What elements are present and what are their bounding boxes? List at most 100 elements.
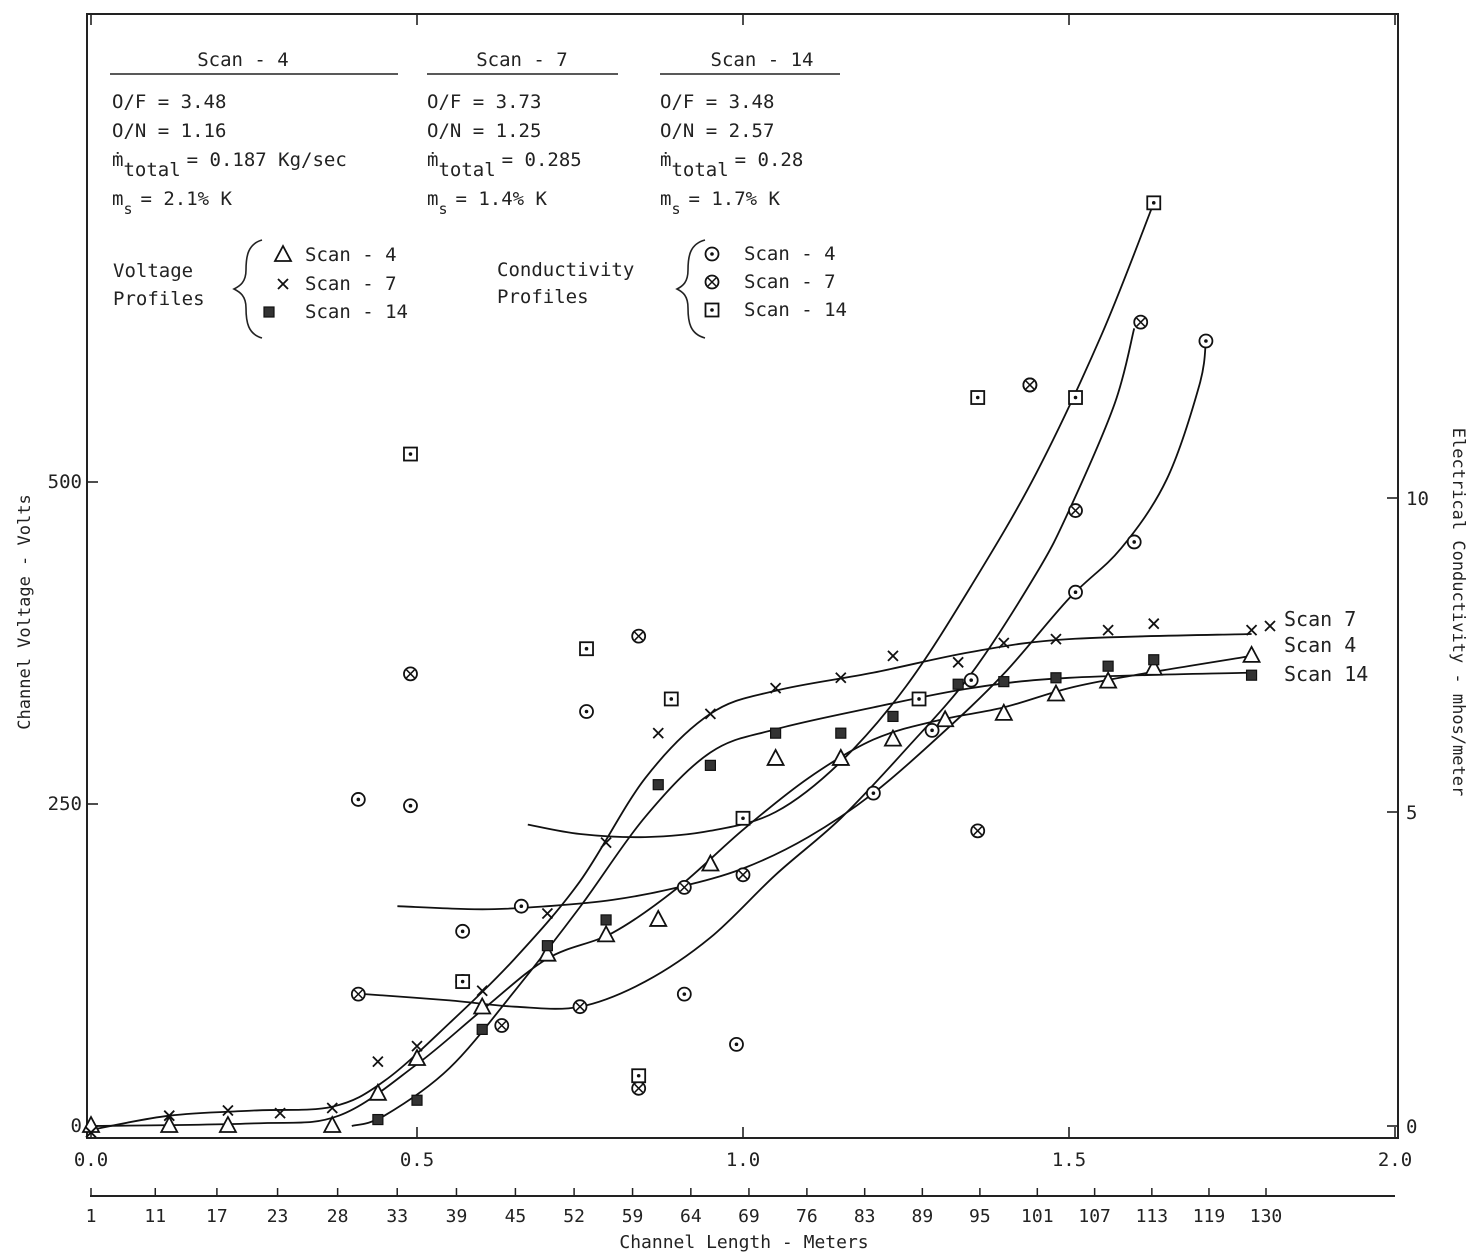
marker-dot bbox=[969, 678, 973, 682]
scan-info-title: Scan - 7 bbox=[476, 49, 568, 71]
data-point-voltage-triangle bbox=[885, 731, 901, 746]
marker-shape bbox=[477, 1024, 487, 1034]
x-tick-label: 1.0 bbox=[726, 1149, 760, 1171]
legend-marker-triangle bbox=[275, 246, 291, 261]
x-tick-label: 1.5 bbox=[1052, 1149, 1086, 1171]
curve-label-scan-4: Scan 4 bbox=[1284, 633, 1356, 657]
marker-dot bbox=[669, 697, 673, 701]
marker-shape bbox=[996, 705, 1012, 720]
data-point-voltage-square bbox=[1149, 655, 1159, 665]
data-point-voltage-square bbox=[601, 915, 611, 925]
data-point-voltage-square bbox=[477, 1024, 487, 1034]
data-point-conductivity-circle-dot bbox=[678, 988, 691, 1001]
data-point-voltage-triangle bbox=[370, 1085, 386, 1100]
data-point-conductivity-circle-dot bbox=[515, 900, 528, 913]
station-tick-label: 89 bbox=[912, 1206, 934, 1227]
scan-info-ms: ms = 1.4% K bbox=[427, 188, 548, 218]
data-point-conductivity-square-dot bbox=[913, 692, 926, 705]
data-point-conductivity-circle-dot bbox=[1069, 586, 1082, 599]
data-point-conductivity-circle-x bbox=[737, 868, 750, 881]
legend-conductivity: Conductivity Profiles Scan - 4 Scan - 7 … bbox=[497, 240, 847, 338]
station-tick-label: 130 bbox=[1250, 1206, 1283, 1227]
mtotal-value: = 0.285 bbox=[502, 149, 582, 171]
data-point-voltage-square bbox=[999, 677, 1009, 687]
scan-info-4: Scan - 4 O/F = 3.48 O/N = 1.16 ṁtotal = 0… bbox=[110, 49, 398, 218]
station-tick-label: 119 bbox=[1193, 1206, 1226, 1227]
data-point-conductivity-circle-dot bbox=[404, 799, 417, 812]
legend-conductivity-label: Conductivity bbox=[497, 259, 634, 281]
scan-info-of: O/F = 3.48 bbox=[112, 91, 226, 113]
marker-shape bbox=[999, 677, 1009, 687]
marker-shape bbox=[1247, 670, 1257, 680]
station-tick-label: 59 bbox=[622, 1206, 644, 1227]
data-point-voltage-square bbox=[771, 728, 781, 738]
data-point-conductivity-circle-x bbox=[404, 667, 417, 680]
data-point-voltage-square bbox=[373, 1115, 383, 1125]
plot-frame bbox=[87, 14, 1398, 1138]
data-point-voltage-square bbox=[836, 728, 846, 738]
station-tick-label: 76 bbox=[796, 1206, 818, 1227]
station-tick-label: 52 bbox=[563, 1206, 585, 1227]
scan-info-of: O/F = 3.73 bbox=[427, 91, 541, 113]
y-left-tick-label: 250 bbox=[48, 793, 82, 815]
legend-marker-square bbox=[264, 307, 274, 317]
scan-info-on: O/N = 2.57 bbox=[660, 120, 774, 142]
legend-brace bbox=[677, 240, 705, 338]
marker-shape bbox=[542, 908, 552, 918]
station-tick-label: 23 bbox=[267, 1206, 289, 1227]
ms-value: = 1.4% K bbox=[455, 188, 547, 210]
station-tick-label: 17 bbox=[206, 1206, 228, 1227]
data-point-conductivity-circle-dot bbox=[580, 705, 593, 718]
marker-shape bbox=[601, 915, 611, 925]
ms-symbol: m bbox=[112, 188, 123, 210]
legend-entry-label: Scan - 7 bbox=[744, 271, 836, 293]
series-line-conductivity-scan-4 bbox=[397, 341, 1206, 909]
mtotal-symbol: ṁ bbox=[427, 149, 438, 171]
x-tick-label: 2.0 bbox=[1378, 1149, 1412, 1171]
data-point-voltage-x bbox=[542, 908, 552, 918]
station-tick-label: 64 bbox=[680, 1206, 702, 1227]
data-point-conductivity-circle-x bbox=[574, 1000, 587, 1013]
legend-marker-circle-x bbox=[706, 276, 719, 289]
marker-dot bbox=[976, 396, 980, 400]
marker-dot bbox=[741, 816, 745, 820]
marker-dot bbox=[1074, 590, 1078, 594]
data-point-voltage-square bbox=[953, 679, 963, 689]
data-point-voltage-triangle bbox=[768, 750, 784, 765]
marker-shape bbox=[373, 1057, 383, 1067]
marker-shape bbox=[888, 651, 898, 661]
data-point-conductivity-circle-dot bbox=[1128, 535, 1141, 548]
ms-sub: s bbox=[123, 200, 132, 218]
data-point-conductivity-circle-dot bbox=[867, 787, 880, 800]
data-point-voltage-square bbox=[888, 711, 898, 721]
data-point-voltage-x bbox=[653, 728, 663, 738]
marker-shape bbox=[1244, 647, 1260, 662]
mtotal-value: = 0.28 bbox=[735, 149, 804, 171]
legend-conductivity-label: Profiles bbox=[497, 286, 589, 308]
marker-dot bbox=[520, 904, 524, 908]
data-point-conductivity-square-dot bbox=[580, 642, 593, 655]
marker-shape bbox=[1103, 661, 1113, 671]
ms-value: = 1.7% K bbox=[688, 188, 780, 210]
marker-shape bbox=[275, 246, 291, 261]
y-left-tick-label: 500 bbox=[48, 471, 82, 493]
marker-dot bbox=[357, 798, 361, 802]
legend-marker-circle-dot bbox=[706, 248, 719, 261]
y-right-axis-title: Electrical Conductivity - mhos/meter bbox=[1448, 428, 1468, 796]
data-point-conductivity-square-dot bbox=[1069, 391, 1082, 404]
marker-shape bbox=[542, 941, 552, 951]
station-tick-label: 28 bbox=[327, 1206, 349, 1227]
marker-shape bbox=[653, 728, 663, 738]
scan-info-mtotal: ṁtotal = 0.285 bbox=[427, 149, 582, 181]
marker-shape bbox=[953, 679, 963, 689]
data-point-conductivity-square-dot bbox=[632, 1069, 645, 1082]
data-point-conductivity-circle-x bbox=[495, 1019, 508, 1032]
marker-shape bbox=[885, 731, 901, 746]
data-point-voltage-triangle bbox=[1244, 647, 1260, 662]
marker-shape bbox=[768, 750, 784, 765]
marker-shape bbox=[836, 728, 846, 738]
data-point-conductivity-circle-dot bbox=[352, 793, 365, 806]
data-point-voltage-triangle bbox=[650, 911, 666, 926]
marker-dot bbox=[461, 930, 465, 934]
marker-dot bbox=[930, 729, 934, 733]
